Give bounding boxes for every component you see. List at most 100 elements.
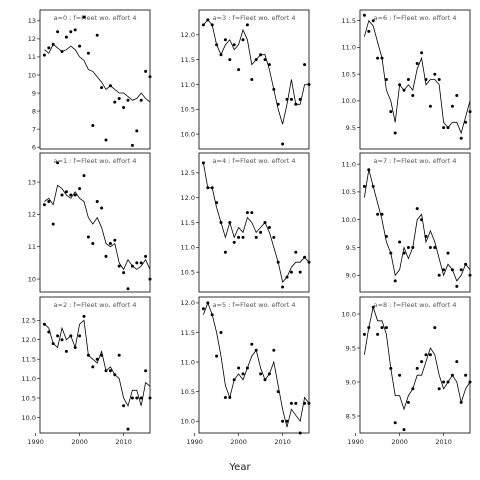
panel-6: a=6 : f=Fleet wo. effort 4 9.5 10.0 10.5 11.…: [342, 9, 472, 150]
data-point: [263, 221, 267, 224]
data-point: [91, 124, 95, 127]
y-tick-label: 10.5: [22, 394, 36, 402]
data-point: [51, 222, 55, 226]
data-point: [411, 246, 415, 249]
data-point: [371, 305, 375, 309]
y-tick-label: 11.0: [342, 160, 356, 168]
data-point: [367, 326, 371, 330]
data-point: [245, 366, 249, 370]
data-point: [100, 206, 104, 210]
data-point: [281, 285, 285, 289]
data-point: [455, 360, 459, 364]
data-point: [215, 43, 219, 47]
data-point: [42, 322, 46, 326]
data-point: [459, 136, 463, 140]
data-point: [428, 353, 432, 357]
y-tick-label: 9.0: [346, 378, 356, 386]
data-point: [371, 19, 375, 23]
data-point: [367, 29, 371, 33]
y-tick-label: 12.5: [22, 317, 36, 325]
data-point: [380, 326, 384, 330]
data-point: [241, 372, 245, 376]
data-point: [446, 251, 450, 255]
data-point: [393, 279, 397, 283]
data-point: [450, 373, 454, 377]
data-point: [433, 72, 437, 76]
data-point: [276, 390, 280, 394]
data-point: [113, 238, 117, 242]
y-tick-label: 9: [32, 89, 36, 97]
data-point: [117, 97, 121, 100]
panel-frame: [39, 9, 151, 150]
y-tick-label: 12: [28, 35, 36, 43]
data-point: [56, 334, 60, 338]
data-point: [245, 23, 249, 27]
fitted-line: [364, 169, 471, 282]
data-point: [130, 143, 134, 147]
data-point: [47, 330, 51, 334]
data-point: [254, 235, 258, 239]
data-point: [259, 53, 263, 57]
panel-3: a=3 : f=Fleet wo. effort 4 10.0 10.5 11.0 11…: [181, 9, 311, 150]
data-point: [420, 51, 424, 55]
data-point: [122, 271, 126, 275]
data-point: [428, 104, 432, 108]
panel-8: a=8 : f=Fleet wo. effort 4 8.5 9.0 9.5 10.0 1…: [342, 296, 472, 446]
panel-title: a=1 : f=Fleet wo. effort 4: [54, 157, 137, 165]
panel-title: a=0 : f=Fleet wo. effort 4: [54, 14, 137, 22]
data-point: [69, 193, 73, 197]
data-point: [241, 38, 245, 42]
y-tick-label: 11.5: [181, 219, 195, 227]
data-point: [433, 326, 437, 330]
data-point: [442, 126, 446, 130]
data-point: [64, 35, 68, 39]
data-point: [237, 366, 241, 370]
panel-title: a=2 : f=Fleet wo. effort 4: [54, 301, 137, 309]
fitted-line: [203, 19, 309, 125]
panel-frame: [198, 9, 310, 150]
y-tick-label: 13: [28, 17, 36, 25]
data-point: [298, 97, 302, 101]
data-point: [215, 201, 219, 205]
data-point: [415, 366, 419, 370]
data-point: [201, 307, 205, 311]
data-point: [376, 56, 380, 60]
y-tick-label: 10.0: [342, 216, 356, 224]
data-point: [148, 277, 152, 281]
data-point: [446, 380, 450, 384]
data-point: [285, 275, 289, 279]
data-point: [276, 260, 280, 264]
data-point: [108, 84, 112, 88]
data-point: [380, 56, 384, 60]
data-point: [294, 250, 298, 254]
data-point: [73, 193, 77, 197]
y-tick-label: 10.5: [181, 388, 195, 396]
data-point: [78, 334, 82, 338]
y-tick-label: 10.0: [22, 414, 36, 422]
data-point: [303, 401, 307, 405]
data-point: [91, 365, 95, 369]
data-point: [384, 234, 388, 238]
data-point: [56, 161, 60, 165]
data-point: [446, 126, 450, 130]
data-point: [42, 53, 46, 57]
data-point: [219, 221, 223, 224]
data-point: [393, 421, 397, 425]
data-point: [148, 396, 152, 400]
data-point: [73, 346, 77, 349]
data-point: [424, 353, 428, 357]
data-point: [424, 234, 428, 238]
data-point: [442, 380, 446, 384]
data-point: [232, 43, 236, 47]
x-tick-label: 2010: [115, 438, 132, 446]
y-tick-label: 13: [28, 178, 36, 186]
data-point: [113, 373, 117, 377]
data-point: [307, 401, 311, 405]
data-point: [307, 83, 311, 86]
data-point: [64, 349, 68, 353]
data-point: [464, 373, 468, 377]
x-tick-label: 2000: [71, 438, 88, 446]
panel-frame: [39, 152, 151, 293]
x-tick-label: 1990: [347, 438, 364, 446]
data-point: [455, 284, 459, 288]
